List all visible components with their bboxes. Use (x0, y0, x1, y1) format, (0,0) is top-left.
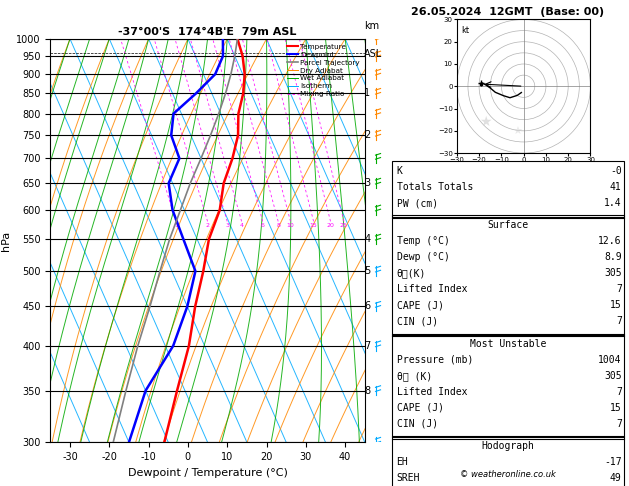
Text: SREH: SREH (396, 473, 420, 484)
Text: 7: 7 (616, 316, 621, 327)
Text: CIN (J): CIN (J) (396, 419, 438, 429)
Text: 2: 2 (206, 224, 209, 228)
Text: θᴄ (K): θᴄ (K) (396, 371, 431, 381)
Text: 5: 5 (364, 266, 370, 276)
Bar (392, 215, 624, 335)
Text: EH: EH (396, 457, 408, 468)
Bar (392, 334, 624, 437)
Text: 3: 3 (364, 178, 370, 188)
Text: 15: 15 (610, 403, 621, 413)
Legend: Temperature, Dewpoint, Parcel Trajectory, Dry Adiabat, Wet Adiabat, Isotherm, Mi: Temperature, Dewpoint, Parcel Trajectory… (286, 42, 361, 99)
Text: Pressure (mb): Pressure (mb) (396, 355, 473, 365)
Text: 7: 7 (616, 284, 621, 295)
Text: 7: 7 (616, 387, 621, 397)
Text: Totals Totals: Totals Totals (396, 182, 473, 192)
Text: ASL: ASL (364, 49, 382, 59)
Text: 8: 8 (276, 224, 280, 228)
X-axis label: Dewpoint / Temperature (°C): Dewpoint / Temperature (°C) (128, 468, 287, 478)
Text: © weatheronline.co.uk: © weatheronline.co.uk (460, 469, 556, 479)
Text: 20: 20 (326, 224, 335, 228)
Text: 2: 2 (364, 130, 370, 140)
Text: 8: 8 (364, 385, 370, 396)
Text: -17: -17 (604, 457, 621, 468)
Text: CIN (J): CIN (J) (396, 316, 438, 327)
Bar (392, 436, 624, 486)
Text: K: K (396, 166, 403, 176)
Text: θᴄ(K): θᴄ(K) (396, 268, 426, 278)
Text: kt: kt (461, 26, 469, 35)
Text: 1: 1 (174, 224, 178, 228)
Text: CAPE (J): CAPE (J) (396, 403, 443, 413)
Text: 6: 6 (261, 224, 265, 228)
Text: 7: 7 (364, 341, 370, 351)
Text: 3: 3 (225, 224, 229, 228)
Text: Surface: Surface (487, 220, 528, 230)
Text: 12.6: 12.6 (598, 236, 621, 246)
Text: CAPE (J): CAPE (J) (396, 300, 443, 311)
Text: 1: 1 (364, 88, 370, 98)
Text: Most Unstable: Most Unstable (470, 339, 546, 349)
Text: 6: 6 (364, 301, 370, 312)
Text: 10: 10 (287, 224, 294, 228)
Text: 4: 4 (364, 234, 370, 244)
Text: 49: 49 (610, 473, 621, 484)
Text: 305: 305 (604, 268, 621, 278)
Y-axis label: hPa: hPa (1, 230, 11, 251)
Text: Hodograph: Hodograph (481, 441, 535, 451)
Text: 8.9: 8.9 (604, 252, 621, 262)
Title: -37°00'S  174°4B'E  79m ASL: -37°00'S 174°4B'E 79m ASL (118, 27, 297, 37)
Text: km: km (364, 21, 379, 31)
Text: Lifted Index: Lifted Index (396, 387, 467, 397)
Text: PW (cm): PW (cm) (396, 198, 438, 208)
Text: Dewp (°C): Dewp (°C) (396, 252, 449, 262)
Text: ★: ★ (513, 127, 523, 137)
Text: -0: -0 (610, 166, 621, 176)
Text: 305: 305 (604, 371, 621, 381)
Text: 26.05.2024  12GMT  (Base: 00): 26.05.2024 12GMT (Base: 00) (411, 7, 604, 17)
Bar (392, 161, 624, 217)
Text: 1.4: 1.4 (604, 198, 621, 208)
Text: Temp (°C): Temp (°C) (396, 236, 449, 246)
Text: 4: 4 (240, 224, 243, 228)
Text: 25: 25 (340, 224, 348, 228)
Text: 1004: 1004 (598, 355, 621, 365)
Text: 41: 41 (610, 182, 621, 192)
Text: 15: 15 (309, 224, 318, 228)
Text: 15: 15 (610, 300, 621, 311)
Text: 7: 7 (616, 419, 621, 429)
Text: Lifted Index: Lifted Index (396, 284, 467, 295)
Text: ★: ★ (479, 115, 492, 129)
